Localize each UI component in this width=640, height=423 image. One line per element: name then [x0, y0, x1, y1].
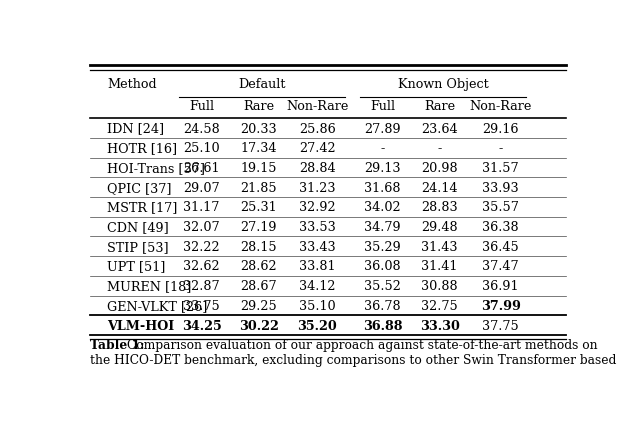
- Text: 32.07: 32.07: [183, 221, 220, 234]
- Text: 33.81: 33.81: [299, 261, 335, 273]
- Text: Rare: Rare: [243, 100, 274, 113]
- Text: 27.89: 27.89: [364, 123, 401, 135]
- Text: 27.42: 27.42: [299, 142, 335, 155]
- Text: 30.22: 30.22: [239, 319, 278, 332]
- Text: -: -: [499, 142, 503, 155]
- Text: 35.29: 35.29: [364, 241, 401, 254]
- Text: 25.10: 25.10: [183, 142, 220, 155]
- Text: 20.33: 20.33: [240, 123, 277, 135]
- Text: HOI-Trans [57]: HOI-Trans [57]: [108, 162, 205, 175]
- Text: 28.84: 28.84: [299, 162, 335, 175]
- Text: 32.87: 32.87: [183, 280, 220, 293]
- Text: Full: Full: [370, 100, 395, 113]
- Text: UPT [51]: UPT [51]: [108, 261, 166, 273]
- Text: Rare: Rare: [424, 100, 455, 113]
- Text: 19.15: 19.15: [240, 162, 277, 175]
- Text: 36.91: 36.91: [483, 280, 519, 293]
- Text: 34.25: 34.25: [182, 319, 221, 332]
- Text: STIP [53]: STIP [53]: [108, 241, 169, 254]
- Text: 31.68: 31.68: [364, 181, 401, 195]
- Text: 32.75: 32.75: [421, 300, 458, 313]
- Text: MSTR [17]: MSTR [17]: [108, 201, 178, 214]
- Text: 29.07: 29.07: [183, 181, 220, 195]
- Text: 33.53: 33.53: [299, 221, 335, 234]
- Text: 25.31: 25.31: [240, 201, 277, 214]
- Text: 20.98: 20.98: [421, 162, 458, 175]
- Text: 37.47: 37.47: [483, 261, 519, 273]
- Text: Default: Default: [239, 78, 286, 91]
- Text: 28.83: 28.83: [421, 201, 458, 214]
- Text: 23.64: 23.64: [421, 123, 458, 135]
- Text: 29.25: 29.25: [240, 300, 277, 313]
- Text: 29.16: 29.16: [483, 123, 519, 135]
- Text: 17.34: 17.34: [240, 142, 277, 155]
- Text: CDN [49]: CDN [49]: [108, 221, 169, 234]
- Text: 36.08: 36.08: [364, 261, 401, 273]
- Text: 32.62: 32.62: [183, 261, 220, 273]
- Text: Method: Method: [108, 78, 157, 91]
- Text: GEN-VLKT [26]: GEN-VLKT [26]: [108, 300, 207, 313]
- Text: 28.15: 28.15: [240, 241, 277, 254]
- Text: 24.14: 24.14: [421, 181, 458, 195]
- Text: 35.57: 35.57: [482, 201, 519, 214]
- Text: IDN [24]: IDN [24]: [108, 123, 164, 135]
- Text: Known Object: Known Object: [398, 78, 489, 91]
- Text: 31.17: 31.17: [183, 201, 220, 214]
- Text: 31.57: 31.57: [483, 162, 519, 175]
- Text: 31.41: 31.41: [421, 261, 458, 273]
- Text: 33.30: 33.30: [420, 319, 460, 332]
- Text: 30.88: 30.88: [421, 280, 458, 293]
- Text: 35.10: 35.10: [299, 300, 335, 313]
- Text: 34.79: 34.79: [364, 221, 401, 234]
- Text: 33.93: 33.93: [483, 181, 519, 195]
- Text: Table 1:: Table 1:: [90, 339, 145, 352]
- Text: 28.67: 28.67: [240, 280, 277, 293]
- Text: 37.99: 37.99: [481, 300, 520, 313]
- Text: 35.20: 35.20: [297, 319, 337, 332]
- Text: 36.45: 36.45: [482, 241, 519, 254]
- Text: 26.61: 26.61: [183, 162, 220, 175]
- Text: 29.13: 29.13: [364, 162, 401, 175]
- Text: 33.75: 33.75: [183, 300, 220, 313]
- Text: 35.52: 35.52: [364, 280, 401, 293]
- Text: 32.92: 32.92: [299, 201, 335, 214]
- Text: 29.48: 29.48: [421, 221, 458, 234]
- Text: 31.23: 31.23: [299, 181, 335, 195]
- Text: 28.62: 28.62: [240, 261, 277, 273]
- Text: 37.75: 37.75: [482, 319, 519, 332]
- Text: -: -: [380, 142, 385, 155]
- Text: -: -: [438, 142, 442, 155]
- Text: the HICO-DET benchmark, excluding comparisons to other Swin Transformer based: the HICO-DET benchmark, excluding compar…: [90, 354, 616, 367]
- Text: 36.88: 36.88: [363, 319, 403, 332]
- Text: 32.22: 32.22: [183, 241, 220, 254]
- Text: 27.19: 27.19: [240, 221, 277, 234]
- Text: 36.38: 36.38: [483, 221, 519, 234]
- Text: HOTR [16]: HOTR [16]: [108, 142, 177, 155]
- Text: 21.85: 21.85: [240, 181, 277, 195]
- Text: Non-Rare: Non-Rare: [469, 100, 532, 113]
- Text: MUREN [18]: MUREN [18]: [108, 280, 191, 293]
- Text: 31.43: 31.43: [421, 241, 458, 254]
- Text: Non-Rare: Non-Rare: [286, 100, 348, 113]
- Text: 34.02: 34.02: [364, 201, 401, 214]
- Text: 24.58: 24.58: [183, 123, 220, 135]
- Text: 33.43: 33.43: [299, 241, 335, 254]
- Text: 34.12: 34.12: [299, 280, 335, 293]
- Text: Full: Full: [189, 100, 214, 113]
- Text: 36.78: 36.78: [364, 300, 401, 313]
- Text: Comparison evaluation of our approach against state-of-the-art methods on: Comparison evaluation of our approach ag…: [127, 339, 598, 352]
- Text: 25.86: 25.86: [299, 123, 335, 135]
- Text: VLM-HOI: VLM-HOI: [108, 319, 175, 332]
- Text: QPIC [37]: QPIC [37]: [108, 181, 172, 195]
